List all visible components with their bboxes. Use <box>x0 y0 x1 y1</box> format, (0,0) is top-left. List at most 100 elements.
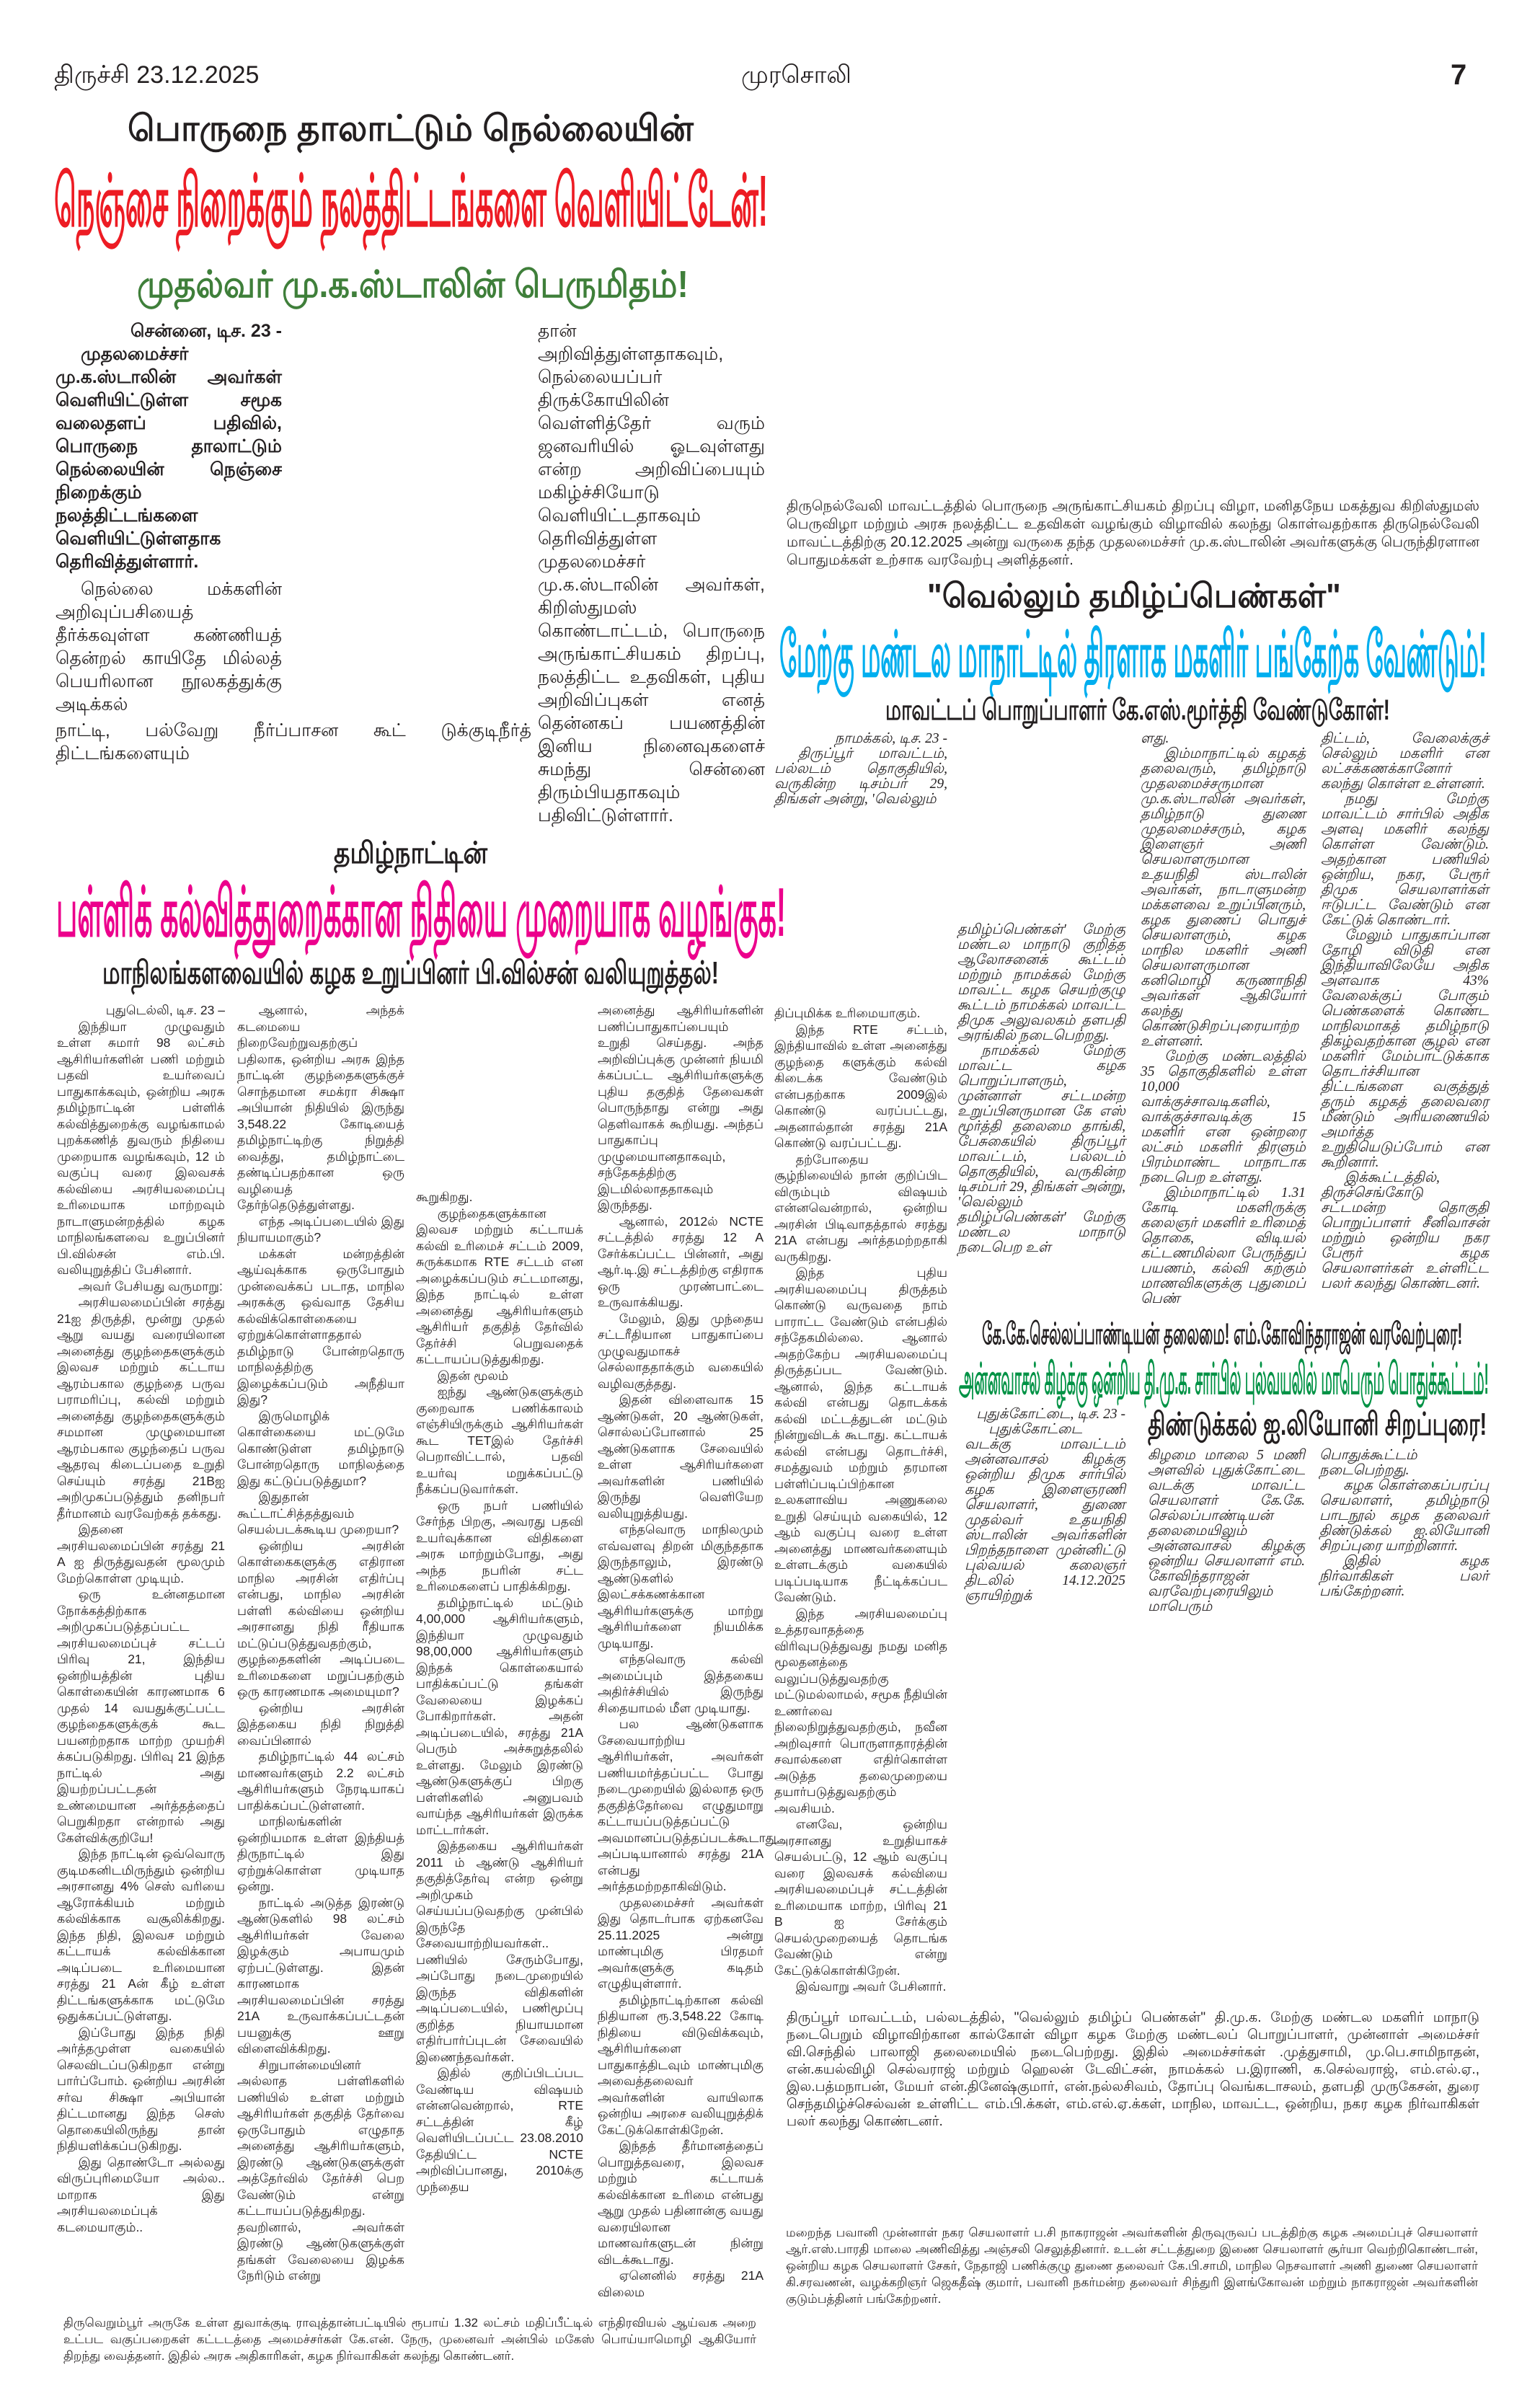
body-paragraph: கழக கொள்கைப்பரப்பு செயலாளர், தமிழ்நாடு ப… <box>1319 1478 1489 1554</box>
photo-caption-thiruverumbur: திருவெறும்பூர் அருகே உள்ள துவாக்குடி ராவ… <box>63 2316 756 2363</box>
women-column-1: நாமக்கல், டிச. 23 - திருப்பூர் மாவட்டம், … <box>774 731 947 807</box>
body-paragraph: மக்கள் மன்றத்தின் ஆய்வுக்காக ஒருபோதும் ம… <box>237 1246 404 1407</box>
body-paragraph: நெல்லை மக்களின் அறிவுப்பசியைத் தீர்க்கவு… <box>56 579 282 715</box>
kicker-text: "வெல்லும் தமிழ்ப்பெண்கள்" <box>927 577 1341 614</box>
body-paragraph: இதன் மூலம் <box>437 1368 508 1383</box>
body-paragraph: கிழமை மாலை 5 மணி அளவில் புதுக்கோட்டை வடக… <box>1148 1448 1305 1614</box>
pudukkottai-kicker: கே.கே.செல்லப்பாண்டியன் தலைமை! எம்.கோவிந்… <box>982 1317 1462 1351</box>
kicker-text: பொருநை தாலாட்டும் நெல்லையின் <box>128 108 694 149</box>
body-paragraph: திப்புமிக்க உரிமையாகும். <box>774 1006 921 1020</box>
body-paragraph: இது தொண்டோ அல்லது விருப்புரிமையோ அல்ல.. … <box>57 2154 225 2234</box>
body-paragraph: ஒரு நபர் பணியில் சேர்ந்த பிறகு, அவரது பத… <box>416 1498 583 1594</box>
pudukkottai-column-3: பொதுக்கூட்டம் நடைபெற்றது. கழக கொள்கைப்பரப… <box>1319 1448 1489 1599</box>
wilson-headline: பள்ளிக் கல்வித்துறைக்கான நிதியை முறையாக … <box>56 873 786 952</box>
wilson-column-2: ஆனால், அந்தக் கடமையை நிறைவேற்றுவதற்குப் … <box>237 1002 404 2284</box>
body-paragraph: முதலமைச்சர் அவர்கள் இது தொடர்பாக ஏற்கனவே… <box>598 1895 764 1991</box>
body-paragraph: இத்தகைய ஆசிரியர்கள் 2011 ம் ஆண்டு ஆசிரிய… <box>416 1839 583 2064</box>
lead-paragraph: முதலமைச்சர் மு.க.ஸ்டாலின் அவர்கள் வெளியி… <box>56 344 282 572</box>
women-column-4: திட்டம், வேலைக்குச் செல்லும் மகளிர் என ல… <box>1321 731 1489 1291</box>
body-paragraph: இம்மாநாட்டில் கழகத் தலைவரும், தமிழ்நாடு … <box>1141 746 1306 1049</box>
body-paragraph: இந்தியா முழுவதும் உள்ள சுமார் 98 லட்சம் … <box>57 1019 225 1278</box>
body-paragraph: மாநிலங்களின் ஒன்றியமாக உள்ள இந்தியத் திர… <box>237 1814 404 1893</box>
page-number: 7 <box>1451 59 1467 91</box>
body-paragraph: இதுதான் கூட்டாட்சித்தத்துவம் செயல்படக்கூ… <box>237 1490 399 1536</box>
body-paragraph: தமிழ்நாட்டிற்கான கல்வி நிதியான ரூ.3,548.… <box>598 1992 764 2137</box>
body-paragraph: இக்கூட்டத்தில், திருச்செங்கோடு சட்டமன்ற … <box>1321 1170 1489 1291</box>
pudukkottai-column-2: கிழமை மாலை 5 மணி அளவில் புதுக்கோட்டை வடக… <box>1148 1448 1305 1614</box>
subhead-text: திண்டுக்கல் ஐ.லியோனி சிறப்புரை! <box>1148 1407 1487 1442</box>
body-paragraph: இதில் கழக நிர்வாகிகள் பலர் பங்கேற்றனர். <box>1319 1554 1489 1599</box>
kicker-text: தமிழ்நாட்டின் <box>334 836 487 870</box>
headline-text: நெஞ்சை நிறைக்கும் நலத்திட்டங்களை வெளியிட… <box>54 161 768 242</box>
body-paragraph: ஆனால், 2012ல் NCTE சட்டத்தில் சரத்து 12 … <box>598 1213 764 1310</box>
nellai-kicker: பொருநை தாலாட்டும் நெல்லையின் <box>128 108 694 150</box>
body-paragraph: கூறுகிறது. <box>416 1190 473 1204</box>
body-paragraph: இவ்வாறு அவர் பேசினார். <box>795 1979 947 1994</box>
body-paragraph: நமது மேற்கு மாவட்டம் சார்பில் அதிக அளவு … <box>1321 792 1489 928</box>
subhead-text: முதல்வர் மு.க.ஸ்டாலின் பெருமிதம்! <box>137 264 689 306</box>
body-paragraph: குழந்தைகளுக்கான இலவச மற்றும் கட்டாயக் கல… <box>416 1206 583 1367</box>
photo-caption-bhavani: மறைந்த பவானி முன்னாள் நகர செயலாளர் ப.சி … <box>786 2226 1478 2306</box>
body-paragraph: எந்தவொரு மாநிலமும் எவ்வளவு திறன் மிகுந்த… <box>598 1522 764 1650</box>
body-paragraph: தற்போதைய சூழ்நிலையில் நான் குறிப்பிட விர… <box>774 1151 947 1264</box>
pudukkottai-column-1: புதுக்கோட்டை, டிச. 23 - புதுக்கோட்டை வடக்… <box>965 1407 1125 1604</box>
body-paragraph: மேலும், இது முந்தைய சட்டரீதியான பாதுகாப்… <box>598 1311 764 1391</box>
body-paragraph: சிறுபான்மையினர் அல்லாத பள்ளிகளில் பணியில… <box>237 2057 404 2283</box>
body-paragraph: இந்த புதிய அரசியலமைப்பு திருத்தம் கொண்டு… <box>774 1265 947 1604</box>
body-paragraph: ஒன்றிய அரசின் இத்தகைய நிதி நிறுத்தி வைப்… <box>237 1700 404 1748</box>
body-paragraph: ஏனெனில் சரத்து 21A விலைம <box>598 2268 764 2299</box>
women-column-3: ளது. இம்மாநாட்டில் கழகத் தலைவரும், தமிழ்ந… <box>1141 731 1306 1306</box>
body-paragraph: தமிழ்நாட்டில் 44 லட்சம் மாணவர்களும் 2.2 … <box>237 1749 404 1813</box>
photo-caption-palladam: திருப்பூர் மாவட்டம், பல்லடத்தில், "வெல்ல… <box>787 2010 1479 2129</box>
body-paragraph: அரசியலமைப்பின் சரத்து 21ஐ திருத்தி, மூன்… <box>57 1295 225 1521</box>
body-paragraph: தமிழ்ப்பெண்கள்' மேற்கு மண்டல மாநாடு குறி… <box>957 922 1125 1043</box>
body-paragraph: மேலும் பாதுகாப்பான தோழி விடுதி என இந்திய… <box>1321 928 1489 1170</box>
body-paragraph: ஒரு உன்னதமான நோக்கத்திற்காக அறிமுகப்படுத… <box>57 1587 225 1845</box>
wilson-column-3: கூறுகிறது. குழந்தைகளுக்கான இலவச மற்றும் க… <box>416 1189 583 2195</box>
body-paragraph: தான் அறிவித்துள்ளதாகவும், நெல்லையப்பர் த… <box>538 321 765 826</box>
body-paragraph: எந்த அடிப்படையில் இது நியாயமாகும்? <box>237 1213 404 1245</box>
nellai-column-1: சென்னை, டிச. 23 - முதலமைச்சர் மு.க.ஸ்டால… <box>56 319 282 716</box>
pudukkottai-headline: அன்னவாசல் கிழக்கு ஒன்றிய தி.மு.க. சார்பி… <box>959 1354 1489 1404</box>
body-paragraph: புதுக்கோட்டை வடக்கு மாவட்டம் அன்னவாசல் க… <box>965 1422 1125 1604</box>
body-paragraph: ளது. <box>1141 731 1169 746</box>
body-paragraph: மேற்கு மண்டலத்தில் 35 தொகுதிகளில் உள்ள 1… <box>1141 1049 1306 1185</box>
body-paragraph: இருமொழிக் கொள்கையை மட்டுமே கொண்டுள்ள தமி… <box>237 1408 404 1488</box>
body-paragraph: எனவே, ஒன்றிய அரசானது உறுதியாகச் செயல்பட்… <box>774 1817 947 1978</box>
body-paragraph: இதன் விளைவாக 15 ஆண்டுகள், 20 ஆண்டுகள், ச… <box>598 1392 764 1521</box>
edition-date: திருச்சி 23.12.2025 <box>54 61 260 89</box>
body-paragraph: இப்போது இந்த நிதி அர்த்தமுள்ள வகையில் செ… <box>57 2025 225 2154</box>
women-subhead: மாவட்டப் பொறுப்பாளர் கே.எஸ்.மூர்த்தி வேண… <box>885 694 1390 727</box>
nellai-span-line: நாட்டி, பல்வேறு நீர்ப்பாசன கூட் டுக்குடி… <box>56 720 531 764</box>
body-paragraph: இந்த நாட்டின் ஒவ்வொரு குடிமகனிடமிருந்தும… <box>57 1846 225 2023</box>
women-column-2: தமிழ்ப்பெண்கள்' மேற்கு மண்டல மாநாடு குறி… <box>957 922 1125 1255</box>
subhead-text: மாநிலங்களவையில் கழக உறுப்பினர் பி.வில்சன… <box>102 955 719 991</box>
wilson-column-1: புதுடெல்லி, டிச. 23 – இந்தியா முழுவதும் உ… <box>57 1002 225 2235</box>
body-paragraph: ஐந்து ஆண்டுகளுக்கும் குறைவாக பணிக்காலம் … <box>416 1384 583 1496</box>
body-paragraph: அனைத்து ஆசிரியர்களின் பணிப்பாதுகாப்பையும… <box>598 1003 764 1212</box>
masthead: முரசொலி <box>741 61 851 89</box>
body-paragraph: நாட்டில் அடுத்த இரண்டு ஆண்டுகளில் 98 லட்… <box>237 1895 404 2056</box>
wilson-column-5: திப்புமிக்க உரிமையாகும். இந்த RTE சட்டம்,… <box>774 1005 947 1995</box>
body-paragraph: எந்தவொரு கல்வி அமைப்பும் இத்தகைய அதிர்ச்… <box>598 1652 764 1715</box>
wilson-column-4: அனைத்து ஆசிரியர்களின் பணிப்பாதுகாப்பையும… <box>598 1002 780 2300</box>
photo-caption-nellai: திருநெல்வேலி மாவட்டத்தில் பொருநை அருங்கா… <box>787 498 1479 568</box>
body-paragraph: இதனை அரசியலமைப்பின் சரத்து 21 A ஐ திருத்… <box>57 1522 225 1585</box>
dateline: புதுடெல்லி, டிச. 23 – <box>105 1003 225 1017</box>
wilson-kicker: தமிழ்நாட்டின் <box>334 836 487 870</box>
body-paragraph: தமிழ்நாட்டில் மட்டும் 4,00,000 ஆசிரியர்க… <box>416 1595 583 1837</box>
body-paragraph: இந்தத் தீர்மானத்தைப் பொறுத்தவரை, இலவச மற… <box>598 2138 764 2267</box>
women-kicker: "வெல்லும் தமிழ்ப்பெண்கள்" <box>927 577 1341 615</box>
body-paragraph: திட்டம், வேலைக்குச் செல்லும் மகளிர் என ல… <box>1321 731 1489 792</box>
body-paragraph: பொதுக்கூட்டம் நடைபெற்றது. <box>1319 1448 1417 1478</box>
wilson-subhead: மாநிலங்களவையில் கழக உறுப்பினர் பி.வில்சன… <box>102 955 719 992</box>
nellai-column-2: தான் அறிவித்துள்ளதாகவும், நெல்லையப்பர் த… <box>538 319 765 827</box>
headline-text: மேற்கு மண்டல மாநாட்டில் திரளாக மகளிர் பங… <box>779 619 1487 690</box>
body-paragraph: இதில் குறிப்பிடப்பட வேண்டிய விஷயம் என்னவ… <box>416 2066 583 2194</box>
body-paragraph: ஒன்றிய அரசின் கொள்கைகளுக்கு எதிரான மாநில… <box>237 1538 404 1699</box>
body-paragraph: இந்த RTE சட்டம், இந்தியாவில் உள்ள அனைத்த… <box>774 1022 947 1151</box>
nellai-subhead: முதல்வர் மு.க.ஸ்டாலின் பெருமிதம்! <box>137 264 689 307</box>
kicker-text: கே.கே.செல்லப்பாண்டியன் தலைமை! எம்.கோவிந்… <box>982 1317 1463 1350</box>
body-paragraph: நாமக்கல் மேற்கு மாவட்ட கழக பொறுப்பாளரும்… <box>957 1043 1125 1255</box>
subhead-text: மாவட்டப் பொறுப்பாளர் கே.எஸ்.மூர்த்தி வேண… <box>885 694 1390 726</box>
